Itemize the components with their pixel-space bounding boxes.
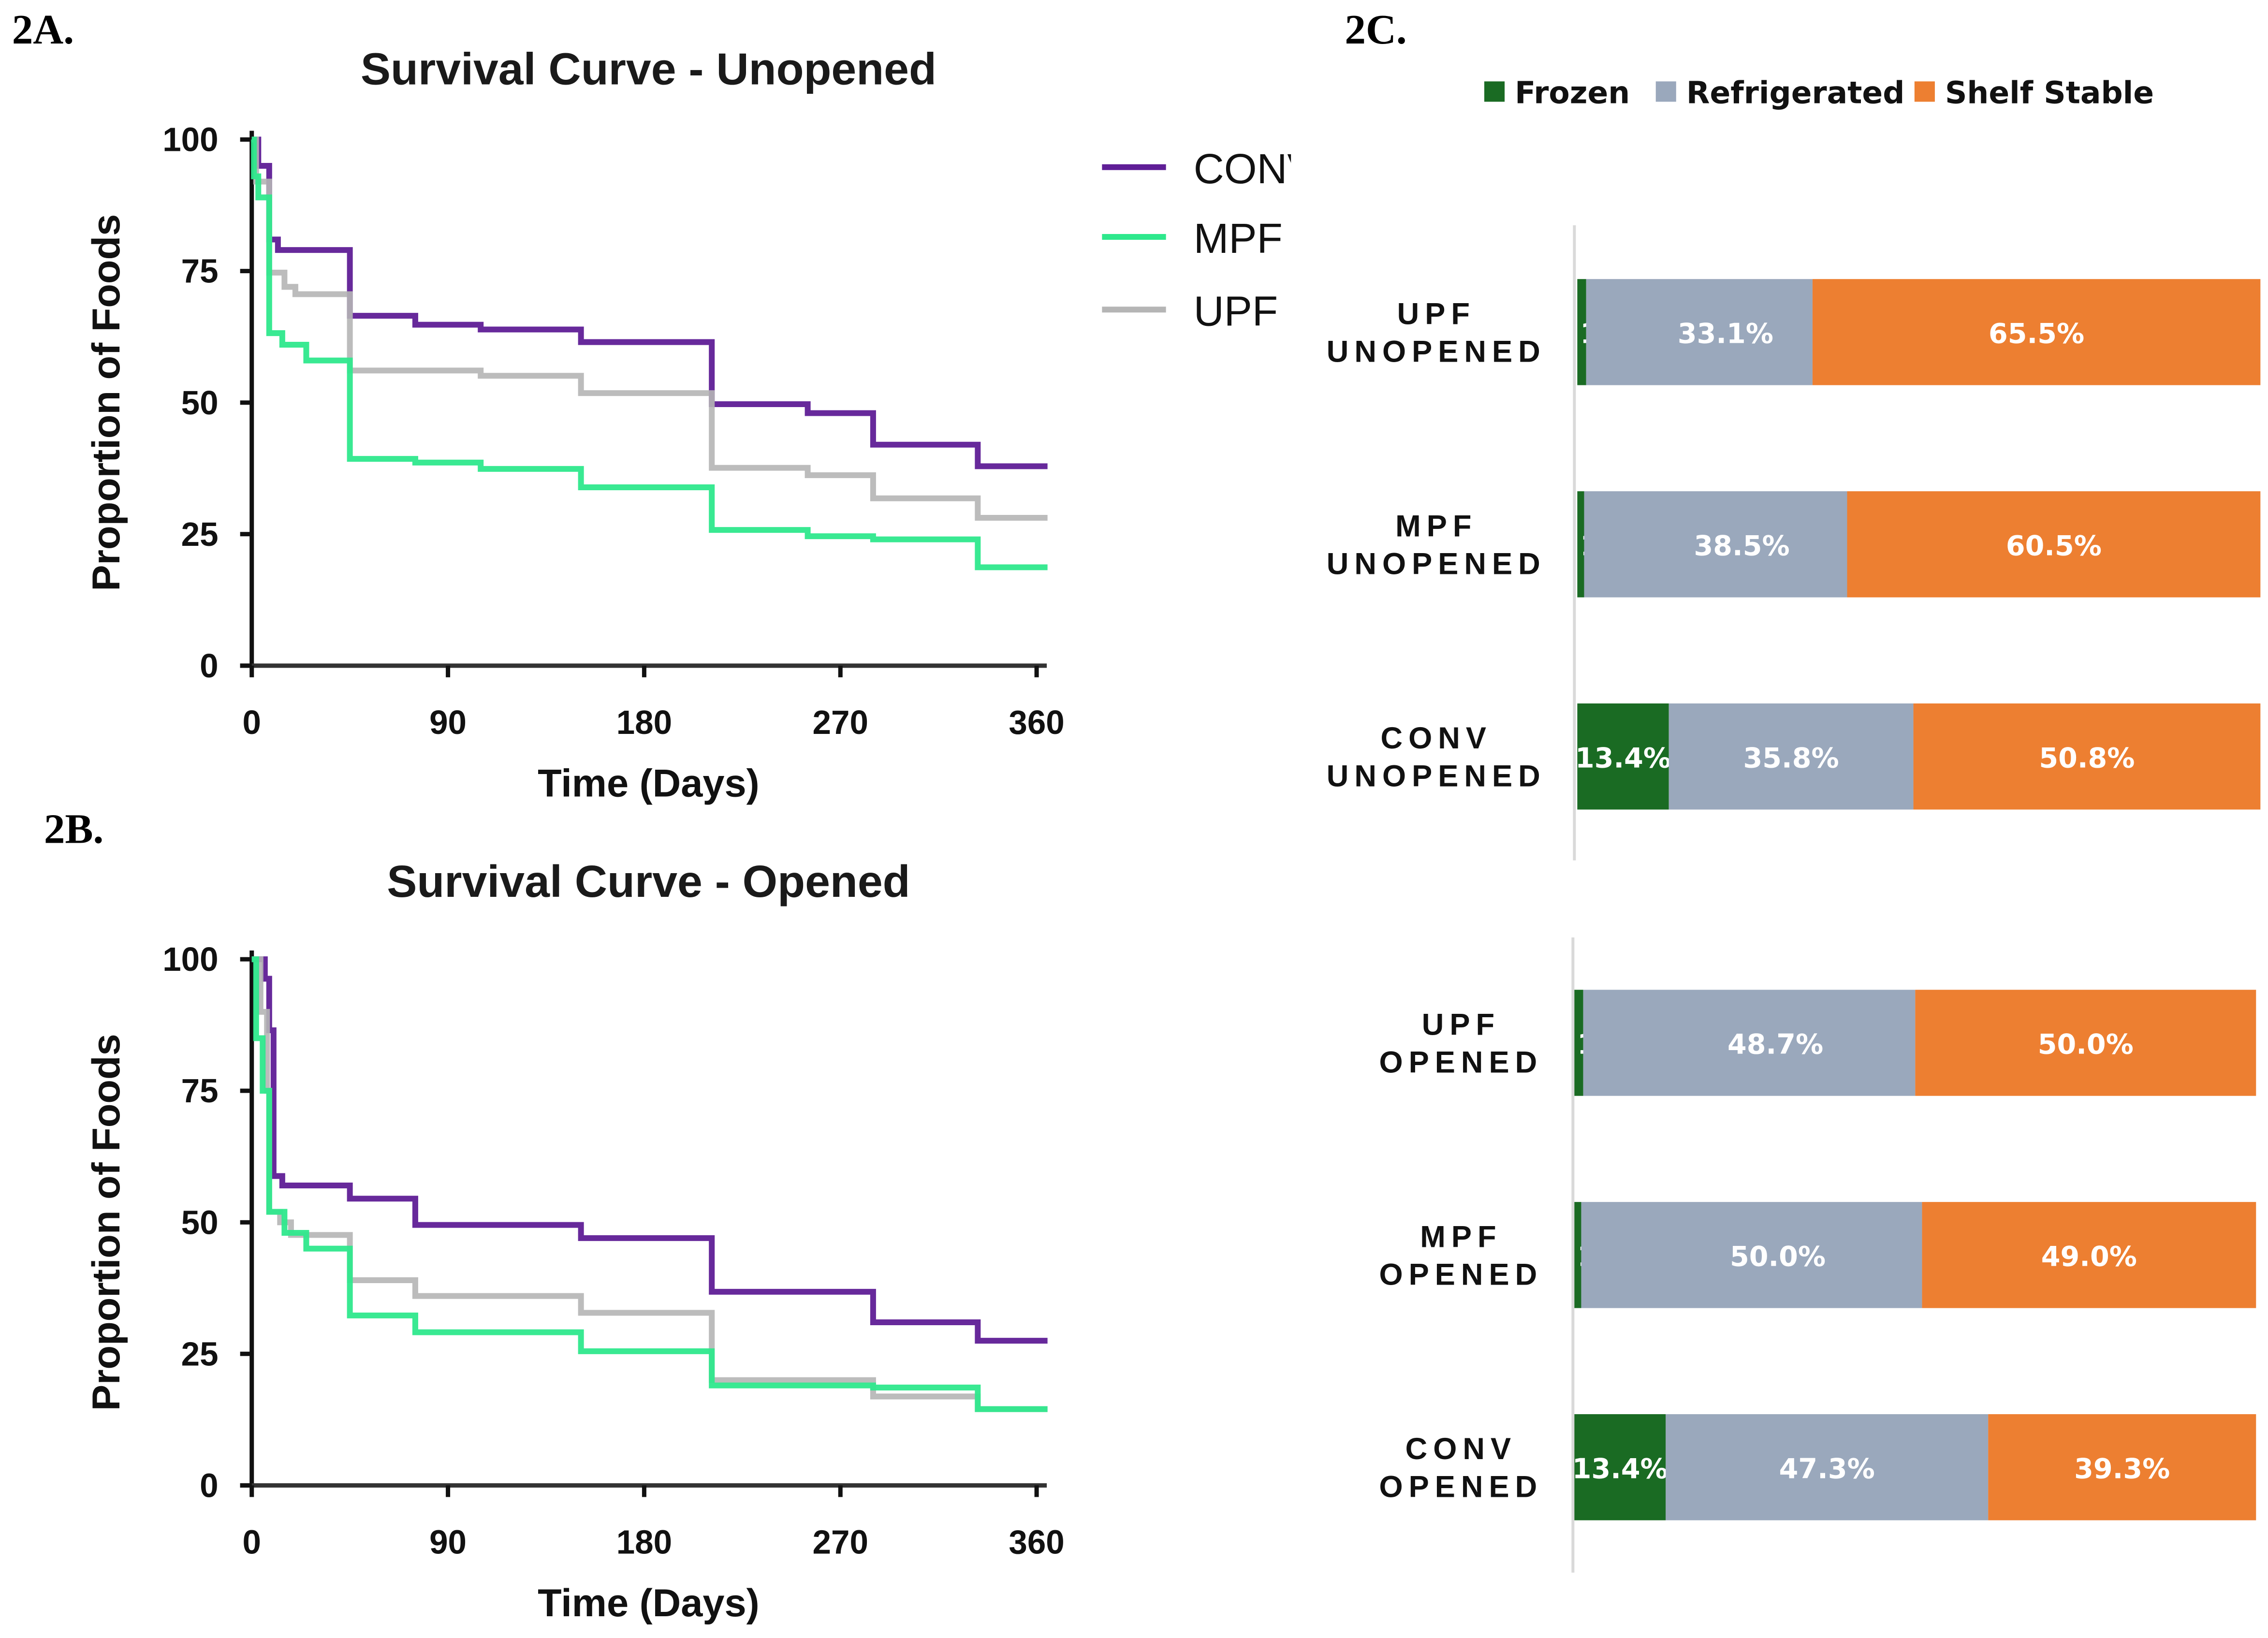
y-axis-title: Proportion of Foods <box>85 1034 128 1411</box>
y-tick-label: 100 <box>162 121 218 159</box>
bar-segment-shelf-stable <box>1915 990 2256 1096</box>
x-tick-label: 0 <box>243 1523 261 1561</box>
data-label-shelf-stable: 39.3% <box>2074 1453 2170 1485</box>
bar-segment-shelf-stable <box>1988 1414 2256 1521</box>
data-label-shelf-stable: 60.5% <box>2006 530 2102 562</box>
data-label-refrigerated: 48.7% <box>1727 1029 1823 1061</box>
x-axis-title: Time (Days) <box>538 761 760 805</box>
bar-segment-shelf-stable <box>1847 491 2261 598</box>
category-label-line1: UPF <box>1422 1008 1500 1041</box>
y-tick-label: 0 <box>200 647 218 685</box>
panel-label-2c: 2C. <box>1345 6 1406 53</box>
data-label-frozen: 13.4% <box>1575 742 1671 774</box>
x-tick-label: 270 <box>813 703 868 741</box>
x-tick-label: 270 <box>813 1523 868 1561</box>
data-label-shelf-stable: 65.5% <box>1989 318 2084 350</box>
survival-chart-unopened: Survival Curve - Unopened 0 25 50 75 100 0 90 18… <box>85 44 1065 805</box>
x-tick-label: 180 <box>616 1523 672 1561</box>
panel-label-2b: 2B. <box>44 805 104 852</box>
bar-segment-refrigerated <box>1666 1414 1989 1521</box>
category-label-line1: CONV <box>1381 721 1492 755</box>
survival-legend: CONV MPF UPF <box>1102 146 1316 335</box>
bar-segment-refrigerated <box>1583 990 1916 1096</box>
category-label-line2: UNOPENED <box>1327 759 1546 793</box>
y-tick-label: 75 <box>181 252 219 290</box>
legend-swatch-shelf-stable <box>1914 81 1935 102</box>
x-tick-label: 360 <box>1009 1523 1064 1561</box>
bar-segment-frozen <box>1577 279 1586 385</box>
legend-swatch-frozen <box>1484 81 1505 102</box>
legend-label-upf: UPF <box>1194 288 1278 335</box>
data-label-refrigerated: 47.3% <box>1779 1453 1875 1485</box>
y-tick-label: 25 <box>181 515 219 553</box>
data-label-refrigerated: 50.0% <box>1730 1241 1826 1272</box>
y-tick-label: 100 <box>162 940 218 978</box>
data-label-shelf-stable: 50.0% <box>2038 1029 2134 1061</box>
bar-segment-refrigerated <box>1584 491 1847 598</box>
y-tick-label: 25 <box>181 1335 219 1373</box>
y-tick-label: 75 <box>181 1072 219 1110</box>
x-tick-label: 360 <box>1009 703 1064 741</box>
survival-line-mpf <box>251 136 1048 570</box>
y-tick-label: 50 <box>181 1203 219 1241</box>
data-label-refrigerated: 38.5% <box>1694 530 1790 562</box>
legend-label-frozen: Frozen <box>1515 74 1630 110</box>
bar-segment-shelf-stable <box>1922 1202 2256 1308</box>
survival-line-conv <box>251 956 1048 1344</box>
x-tick-label: 180 <box>616 703 672 741</box>
bar-segment-frozen <box>1574 990 1583 1096</box>
y-tick-label: 50 <box>181 384 219 422</box>
data-label-refrigerated: 35.8% <box>1743 742 1839 774</box>
category-label-line1: MPF <box>1395 509 1477 543</box>
legend-swatch-refrigerated <box>1655 81 1676 102</box>
x-axis-title: Time (Days) <box>538 1581 760 1625</box>
bar-segment-shelf-stable <box>1812 279 2261 385</box>
survival-chart-opened: Survival Curve - Opened 0 25 50 75 100 0 90 180 2… <box>85 856 1065 1625</box>
chart-title: Survival Curve - Unopened <box>361 44 936 94</box>
category-label-line2: UNOPENED <box>1327 547 1546 581</box>
storage-bar-chart: UPFUNOPENED1.3%33.1%65.5%MPFUNOPENED1.0%… <box>1327 225 2261 1573</box>
y-tick-label: 0 <box>200 1466 218 1504</box>
chart-title: Survival Curve - Opened <box>387 856 910 907</box>
bar-segment-frozen <box>1577 491 1584 598</box>
data-label-shelf-stable: 50.8% <box>2039 742 2135 774</box>
category-label-line1: CONV <box>1405 1432 1517 1466</box>
bar-segment-frozen <box>1577 703 1669 810</box>
data-label-shelf-stable: 49.0% <box>2041 1241 2137 1272</box>
panel-label-2a: 2A. <box>12 6 74 53</box>
bar-segment-frozen <box>1574 1414 1666 1521</box>
category-label-line1: UPF <box>1397 297 1476 331</box>
legend-label-refrigerated: Refrigerated <box>1686 74 1905 110</box>
category-label-line2: OPENED <box>1379 1046 1543 1080</box>
bar-segment-refrigerated <box>1581 1202 1922 1308</box>
legend-label-conv: CONV <box>1194 146 1316 192</box>
bar-segment-shelf-stable <box>1913 703 2261 810</box>
survival-line-mpf <box>251 956 1048 1412</box>
x-tick-label: 90 <box>429 703 467 741</box>
category-label-line1: MPF <box>1420 1220 1502 1254</box>
bar-segment-refrigerated <box>1668 703 1914 810</box>
data-label-frozen: 13.4% <box>1572 1453 1668 1485</box>
survival-line-upf <box>251 956 1048 1412</box>
category-label-line2: UNOPENED <box>1327 335 1546 369</box>
legend-label-mpf: MPF <box>1194 215 1283 262</box>
survival-line-conv <box>251 136 1048 469</box>
bar-legend: Frozen Refrigerated Shelf Stable <box>1484 74 2154 110</box>
y-axis-title: Proportion of Foods <box>85 214 128 591</box>
x-tick-label: 90 <box>429 1523 467 1561</box>
category-label-line2: OPENED <box>1379 1258 1543 1291</box>
x-tick-label: 0 <box>243 703 261 741</box>
bar-segment-refrigerated <box>1586 279 1813 385</box>
data-label-refrigerated: 33.1% <box>1678 318 1773 350</box>
category-label-line2: OPENED <box>1379 1470 1543 1504</box>
legend-label-shelf-stable: Shelf Stable <box>1945 74 2154 110</box>
bar-segment-frozen <box>1574 1202 1581 1308</box>
